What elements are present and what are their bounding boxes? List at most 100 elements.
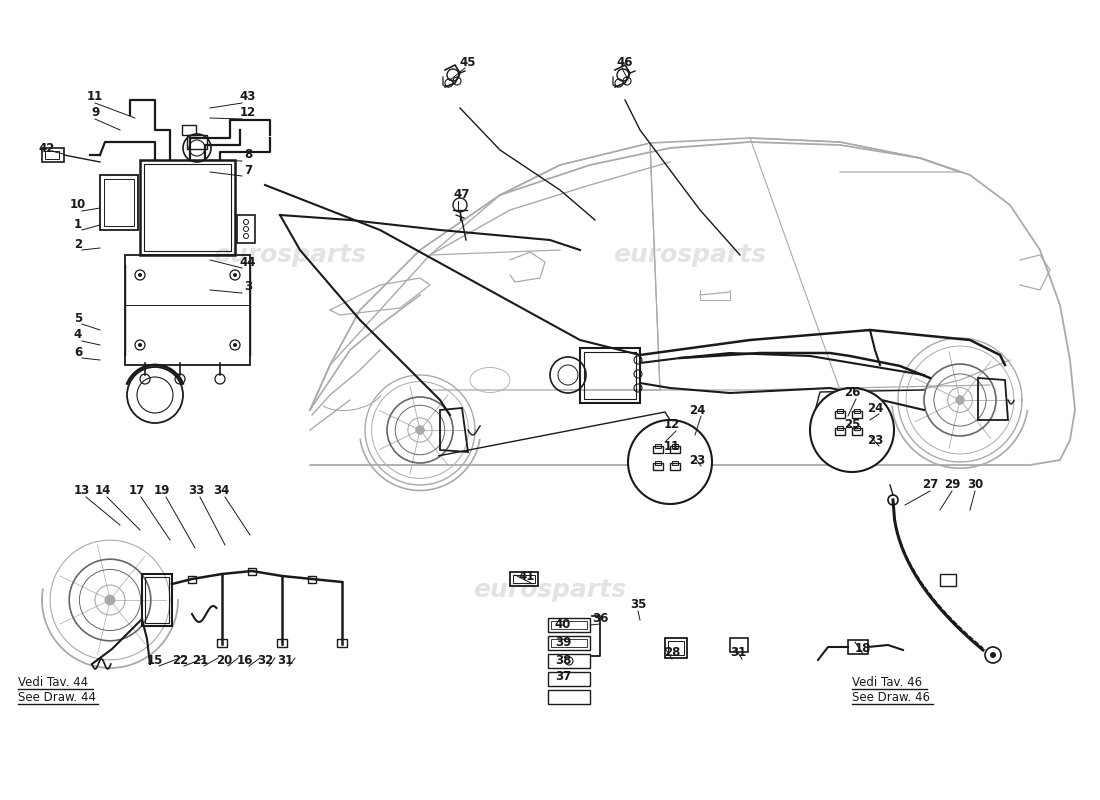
Text: Vedi Tav. 46: Vedi Tav. 46	[852, 676, 922, 689]
Text: 43: 43	[240, 90, 256, 103]
Text: 9: 9	[91, 106, 99, 119]
Bar	[835, 428, 845, 435]
Text: 15: 15	[146, 654, 163, 666]
Bar	[187, 135, 207, 149]
Text: 24: 24	[689, 403, 705, 417]
Text: 42: 42	[39, 142, 55, 154]
Bar	[308, 576, 316, 583]
Text: 17: 17	[129, 483, 145, 497]
Text: 29: 29	[944, 478, 960, 491]
Text: 35: 35	[630, 598, 646, 611]
Text: See Draw. 46: See Draw. 46	[852, 691, 930, 704]
Bar	[654, 444, 661, 448]
Circle shape	[138, 273, 142, 277]
Bar	[548, 654, 590, 668]
Circle shape	[233, 273, 236, 277]
Text: eurosparts: eurosparts	[614, 243, 767, 267]
Bar	[653, 463, 663, 470]
Bar	[580, 348, 640, 403]
Text: 2: 2	[74, 238, 82, 250]
Text: 13: 13	[74, 483, 90, 497]
Text: 16: 16	[236, 654, 253, 666]
Bar	[848, 640, 868, 654]
Circle shape	[956, 396, 965, 404]
Text: 1: 1	[74, 218, 82, 230]
Bar	[277, 639, 287, 647]
Bar	[548, 636, 590, 650]
Text: See Draw. 44: See Draw. 44	[18, 691, 96, 704]
Circle shape	[990, 652, 996, 658]
Bar	[837, 409, 843, 413]
Text: 44: 44	[240, 255, 256, 269]
Circle shape	[104, 594, 116, 606]
Text: 34: 34	[212, 483, 229, 497]
Bar	[100, 175, 138, 230]
Bar	[144, 164, 231, 251]
Text: 24: 24	[867, 402, 883, 414]
Text: 28: 28	[663, 646, 680, 659]
Text: 40: 40	[554, 618, 571, 631]
Text: 45: 45	[460, 55, 476, 69]
Bar	[513, 575, 535, 583]
Text: 12: 12	[240, 106, 256, 119]
Text: eurosparts: eurosparts	[473, 578, 627, 602]
Text: 10: 10	[70, 198, 86, 211]
Text: 8: 8	[244, 149, 252, 162]
Text: 39: 39	[554, 637, 571, 650]
Bar	[551, 639, 587, 647]
Bar	[672, 444, 678, 448]
Text: 7: 7	[244, 163, 252, 177]
Text: 14: 14	[95, 483, 111, 497]
Text: 31: 31	[277, 654, 293, 666]
Text: 32: 32	[257, 654, 273, 666]
Circle shape	[416, 426, 425, 434]
Circle shape	[810, 388, 894, 472]
Bar	[145, 577, 169, 623]
Text: 23: 23	[689, 454, 705, 466]
Bar	[548, 672, 590, 686]
Text: 12: 12	[664, 418, 680, 431]
Bar	[837, 426, 843, 430]
Text: 33: 33	[188, 483, 205, 497]
Text: 47: 47	[454, 189, 470, 202]
Text: 27: 27	[922, 478, 938, 491]
Text: 21: 21	[191, 654, 208, 666]
Bar	[236, 215, 255, 243]
Text: 41: 41	[519, 570, 536, 583]
Bar	[654, 461, 661, 465]
Bar	[670, 463, 680, 470]
Text: eurosparts: eurosparts	[213, 243, 366, 267]
Text: 26: 26	[844, 386, 860, 399]
Bar	[188, 576, 196, 583]
Text: 4: 4	[74, 329, 82, 342]
Text: 25: 25	[844, 418, 860, 431]
Bar	[140, 160, 235, 255]
Text: 18: 18	[855, 642, 871, 654]
Text: 37: 37	[554, 670, 571, 683]
Text: Vedi Tav. 44: Vedi Tav. 44	[18, 676, 88, 689]
Text: 11: 11	[87, 90, 103, 103]
Bar	[854, 426, 860, 430]
Bar	[142, 574, 172, 626]
Text: 11: 11	[664, 441, 680, 454]
Text: 5: 5	[74, 311, 82, 325]
Text: 19: 19	[154, 483, 170, 497]
Bar	[852, 428, 862, 435]
Bar	[653, 446, 663, 453]
Text: 30: 30	[967, 478, 983, 491]
Bar	[666, 638, 688, 658]
Text: 23: 23	[867, 434, 883, 446]
Text: 22: 22	[172, 654, 188, 666]
Bar	[125, 255, 250, 365]
Text: 3: 3	[244, 281, 252, 294]
Bar	[584, 352, 636, 399]
Bar	[940, 574, 956, 586]
Bar	[854, 409, 860, 413]
Text: 36: 36	[592, 611, 608, 625]
Bar	[510, 572, 538, 586]
Bar	[835, 411, 845, 418]
Bar	[182, 125, 196, 135]
Bar	[551, 621, 587, 629]
Bar	[852, 411, 862, 418]
Circle shape	[138, 343, 142, 347]
